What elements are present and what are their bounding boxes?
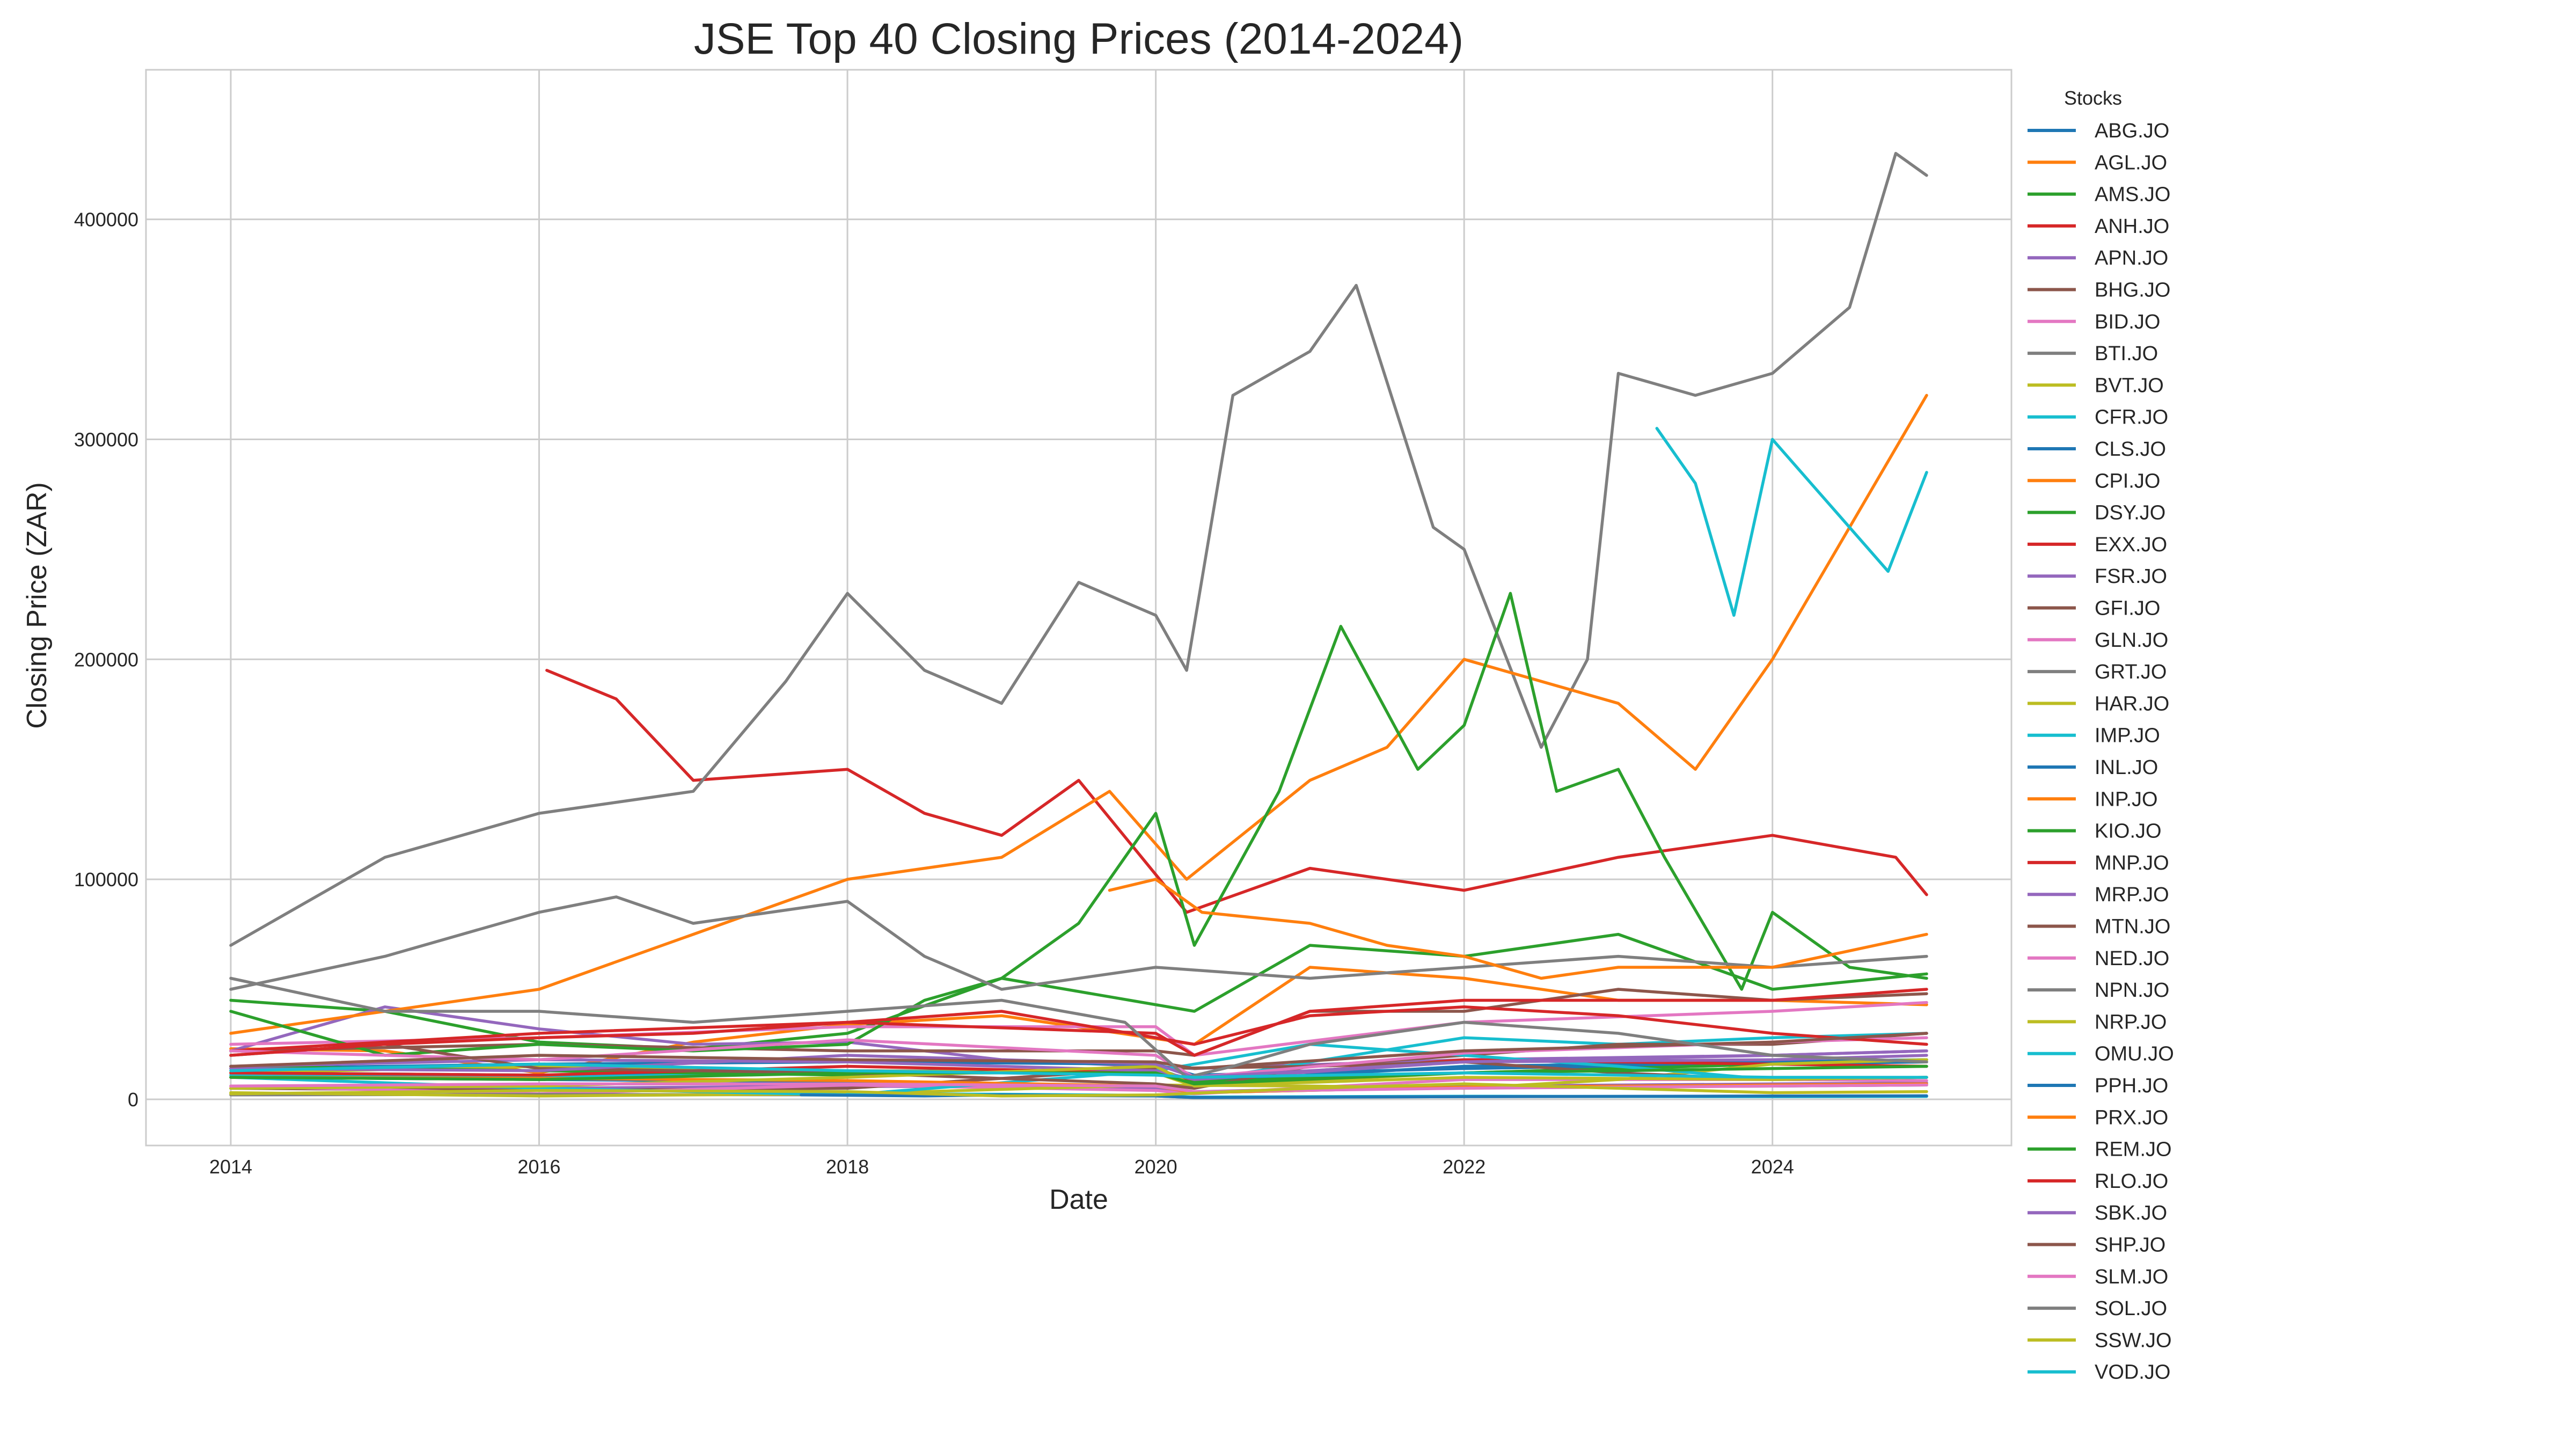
legend-label: ANH.JO (2095, 215, 2169, 238)
y-tick-label: 400000 (74, 209, 138, 231)
series-line-prx-jo (1108, 878, 1928, 980)
series-line-cfr-jo (1655, 427, 1928, 617)
legend-label: BID.JO (2095, 311, 2160, 333)
legend-title: Stocks (2064, 87, 2122, 109)
series-line-sbk-jo (229, 1049, 1928, 1079)
legend-label: IMP.JO (2095, 725, 2160, 747)
legend-label: RLO.JO (2095, 1170, 2168, 1193)
legend-label: KIO.JO (2095, 820, 2162, 843)
plot-frame (145, 69, 2012, 1147)
legend-label: INP.JO (2095, 788, 2158, 811)
x-tick-label: 2018 (826, 1156, 869, 1178)
legend-label: PRX.JO (2095, 1106, 2168, 1129)
y-axis-label: Closing Price (ZAR) (21, 482, 53, 728)
grid (146, 70, 2011, 1145)
legend-label: GFI.JO (2095, 597, 2160, 620)
legend-label: MNP.JO (2095, 852, 2169, 874)
legend-label: MTN.JO (2095, 916, 2170, 938)
legend-label: REM.JO (2095, 1139, 2172, 1161)
x-tick-label: 2016 (517, 1156, 560, 1178)
x-axis-label: Date (1049, 1184, 1108, 1215)
x-tick-label: 2014 (209, 1156, 252, 1178)
series-line-sol-jo (229, 976, 1928, 1079)
legend-label: MRP.JO (2095, 884, 2169, 906)
legend-label: SBK.JO (2095, 1202, 2167, 1224)
y-tick-label: 100000 (74, 869, 138, 891)
series-line-kio-jo (229, 592, 1928, 1057)
legend-label: BTI.JO (2095, 342, 2158, 365)
legend-label: HAR.JO (2095, 692, 2169, 715)
legend-label: VOD.JO (2095, 1361, 2170, 1384)
series-line-rlo-jo (229, 1005, 1928, 1057)
legend-label: GRT.JO (2095, 661, 2167, 683)
series-line-rem-jo (229, 1064, 1928, 1086)
legend-label: CFR.JO (2095, 406, 2168, 429)
legend-label: AMS.JO (2095, 184, 2170, 206)
legend-label: NRP.JO (2095, 1011, 2167, 1033)
legend-label: SOL.JO (2095, 1297, 2167, 1320)
legend-label: EXX.JO (2095, 534, 2167, 556)
legend-label: BVT.JO (2095, 374, 2164, 397)
series-line-cpi-jo (229, 393, 1928, 1035)
series-line-vod-jo (229, 1062, 1928, 1079)
y-tick-label: 200000 (74, 648, 138, 670)
x-tick-label: 2024 (1751, 1156, 1794, 1178)
legend-label: SHP.JO (2095, 1234, 2165, 1257)
legend-label: NPN.JO (2095, 979, 2169, 1002)
legend-label: FSR.JO (2095, 565, 2167, 588)
y-tick-label: 0 (128, 1089, 138, 1111)
legend-label: NED.JO (2095, 947, 2169, 970)
series-line-slm-jo (229, 1082, 1928, 1093)
x-tick-label: 2020 (1135, 1156, 1177, 1178)
legend-label: CLS.JO (2095, 438, 2166, 461)
tick-labels: 2014 2016 2018 2020 2022 2024 0 100000 200000 300… (74, 209, 1794, 1178)
series-line-ssw-jo (229, 1082, 1928, 1098)
x-tick-label: 2022 (1443, 1156, 1485, 1178)
legend-label: SLM.JO (2095, 1266, 2168, 1288)
legend-label: GLN.JO (2095, 629, 2168, 652)
legend-label: ABG.JO (2095, 120, 2169, 142)
series-line-bti-jo (229, 151, 1928, 947)
legend: Stocks ABG.JO AGL.JO AMS.JO ANH.JO APN.JO BHG… (2028, 87, 2174, 1384)
legend-label: AGL.JO (2095, 151, 2167, 174)
series-layer (229, 151, 1928, 1099)
legend-label: DSY.JO (2095, 502, 2165, 524)
chart-title: JSE Top 40 Closing Prices (2014-2024) (694, 14, 1463, 63)
legend-label: OMU.JO (2095, 1043, 2174, 1066)
legend-label: CPI.JO (2095, 470, 2160, 492)
legend-label: SSW.JO (2095, 1329, 2172, 1352)
legend-label: INL.JO (2095, 756, 2158, 779)
y-tick-label: 300000 (74, 428, 138, 450)
series-line-pph-jo (800, 1093, 1928, 1099)
legend-label: PPH.JO (2095, 1075, 2168, 1097)
series-line-mnp-jo (229, 988, 1928, 1057)
series-line-npn-jo (229, 895, 1928, 991)
legend-label: APN.JO (2095, 247, 2168, 269)
legend-label: BHG.JO (2095, 279, 2170, 302)
